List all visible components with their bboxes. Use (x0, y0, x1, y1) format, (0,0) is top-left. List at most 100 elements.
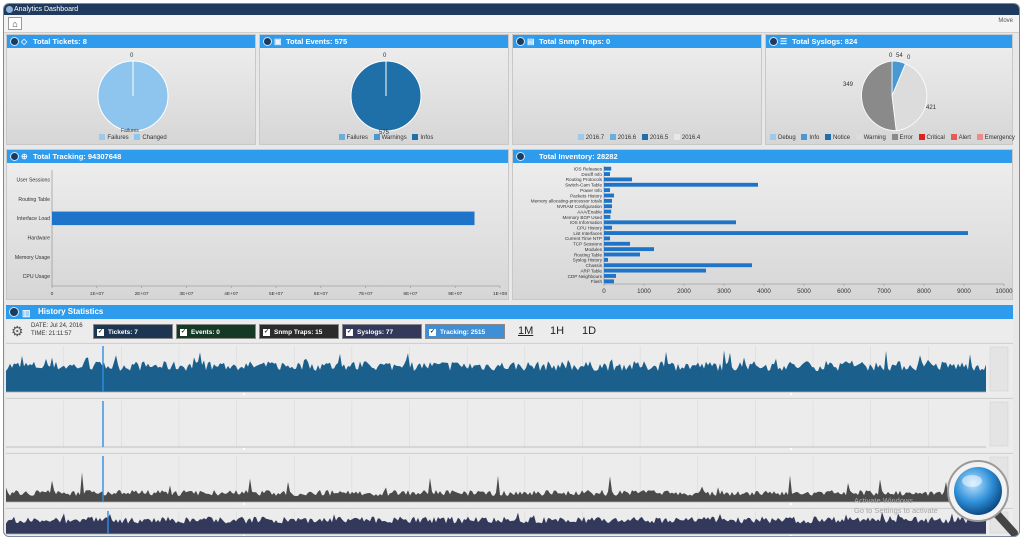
bar (604, 220, 736, 225)
activation-watermark: Activate Windows Go to Settings to activ… (854, 496, 938, 516)
range-1m[interactable]: 1M (518, 325, 534, 337)
category-label: Memory Usage (15, 255, 50, 261)
chip-syslogs[interactable]: ✓ Syslogs: 77 (342, 324, 422, 339)
x-tick-label: 1000 (637, 288, 651, 295)
x-tick-label: 3000 (717, 288, 731, 295)
category-label: CPU Usage (23, 274, 51, 280)
collapse-toggle[interactable] (10, 152, 19, 161)
pie-slice-warning (891, 63, 928, 132)
category-label: List Interfaces (573, 231, 602, 236)
category-label: Memory BGP Used (563, 215, 603, 220)
checkbox-icon[interactable]: ✓ (346, 329, 353, 336)
history-strip-snmp (6, 453, 1013, 507)
collapse-toggle[interactable] (516, 152, 525, 161)
legend-2016-6: 2016.6 (617, 135, 637, 141)
tag-icon: ◇ (21, 37, 28, 46)
bar (604, 198, 612, 203)
legend-swatch (577, 134, 584, 140)
checkbox-icon[interactable]: ✓ (180, 329, 187, 336)
category-label: Modules (585, 247, 603, 252)
legend-swatch (855, 134, 862, 140)
inventory-panel-header: Total Inventory: 28282 (513, 150, 1012, 163)
chip-snmp[interactable]: ✓ Snmp Traps: 15 (259, 324, 339, 339)
category-label: Memory allocating-processor totals (531, 199, 603, 204)
legend-swatch (801, 134, 808, 140)
x-tick-label: 4000 (757, 288, 771, 295)
category-label: Chassis (586, 263, 603, 268)
time-label: TIME: 21:11:57 (31, 330, 72, 337)
bar (604, 177, 632, 182)
chip-tickets[interactable]: ✓ Tickets: 7 (93, 324, 173, 339)
bar (604, 215, 611, 219)
legend-swatch (770, 134, 776, 140)
history-strip-events (6, 398, 1013, 452)
legend-swatch (609, 134, 616, 140)
scroll-marker (789, 534, 793, 536)
legend-swatch (134, 134, 141, 140)
collapse-toggle[interactable] (263, 37, 272, 46)
legend-2016-5: 2016.5 (649, 135, 669, 141)
snmp-title: Total Snmp Traps: 0 (539, 37, 611, 46)
syslogs-timeseries (6, 511, 1009, 536)
tracking-panel: ⊕ Total Tracking: 94307648 User Sessions… (6, 149, 509, 300)
legend-error: Error (899, 135, 913, 141)
events-pie (350, 60, 422, 132)
checkbox-icon[interactable]: ✓ (97, 329, 104, 336)
checkbox-icon[interactable]: ✓ (263, 329, 270, 336)
collapse-toggle[interactable] (769, 37, 778, 46)
gear-icon[interactable]: ⚙ (11, 323, 24, 339)
legend-swatch (641, 134, 648, 140)
bar (604, 263, 752, 268)
collapse-toggle[interactable] (9, 307, 19, 317)
x-tick-label: 0 (602, 288, 606, 295)
title-bar: Analytics Dashboard (4, 4, 1019, 15)
magnifier-icon[interactable] (944, 457, 1020, 537)
bar (604, 231, 968, 235)
category-label: Routing Protocols (566, 177, 603, 182)
bar (604, 204, 612, 209)
category-label: Power Info (580, 188, 602, 193)
bar (604, 274, 616, 278)
category-label: CPU History (577, 225, 603, 230)
tracking-bar-chart: User Sessions Routing Table Interface Load… (15, 170, 507, 297)
scale-bar (989, 346, 1009, 392)
syslogs-panel: ☰ Total Syslogs: 824 0 54 0 349 421 Debu… (765, 34, 1015, 145)
category-label: IOS Releases (574, 166, 603, 171)
snmp-icon: ▤ (527, 37, 535, 46)
checkbox-icon[interactable]: ✓ (429, 329, 436, 336)
category-label: AAA/Enable (577, 209, 602, 214)
window-title: Analytics Dashboard (14, 6, 79, 13)
snmp-panel: ▤ Total Snmp Traps: 0 2016.7 2016.6 2016… (512, 34, 762, 145)
move-label[interactable]: Move (998, 18, 1013, 24)
syslogs-title: Total Syslogs: 824 (792, 37, 858, 46)
category-label: User Sessions (17, 177, 51, 183)
category-label: CDP Neighbours (568, 274, 603, 279)
home-button[interactable]: ⌂ (8, 17, 22, 30)
events-timeseries (6, 401, 1009, 451)
bar (604, 241, 630, 246)
events-icon: ▣ (274, 37, 282, 46)
x-tick-label: 5E+07 (269, 291, 283, 297)
legend-debug: Debug (778, 135, 796, 141)
history-header: ▥ History Statistics (6, 305, 1013, 319)
collapse-toggle[interactable] (10, 37, 19, 46)
scale-bar (989, 401, 1009, 447)
x-tick-label: 2000 (677, 288, 691, 295)
chip-tracking[interactable]: ✓ Tracking: 2515 (425, 324, 505, 339)
legend-warning: Warning (863, 135, 886, 141)
chip-events[interactable]: ✓ Events: 0 (176, 324, 256, 339)
chip-label: Events: 0 (191, 329, 220, 336)
syslogs-label-349: 349 (843, 82, 854, 88)
collapse-toggle[interactable] (516, 37, 525, 46)
stats-icon: ▥ (22, 308, 31, 318)
toolbar: ⌂ Move (4, 15, 1019, 33)
range-1h[interactable]: 1H (550, 325, 565, 337)
x-tick-label: 2E+07 (135, 291, 149, 297)
category-label: TCP Sessions (573, 242, 603, 247)
history-title: History Statistics (38, 307, 104, 316)
chip-label: Syslogs: 77 (357, 329, 394, 336)
legend-swatch (976, 134, 983, 140)
range-1d[interactable]: 1D (582, 325, 597, 337)
pie-slice-error (861, 60, 897, 132)
tickets-panel-header: ◇ Total Tickets: 8 (7, 35, 255, 48)
